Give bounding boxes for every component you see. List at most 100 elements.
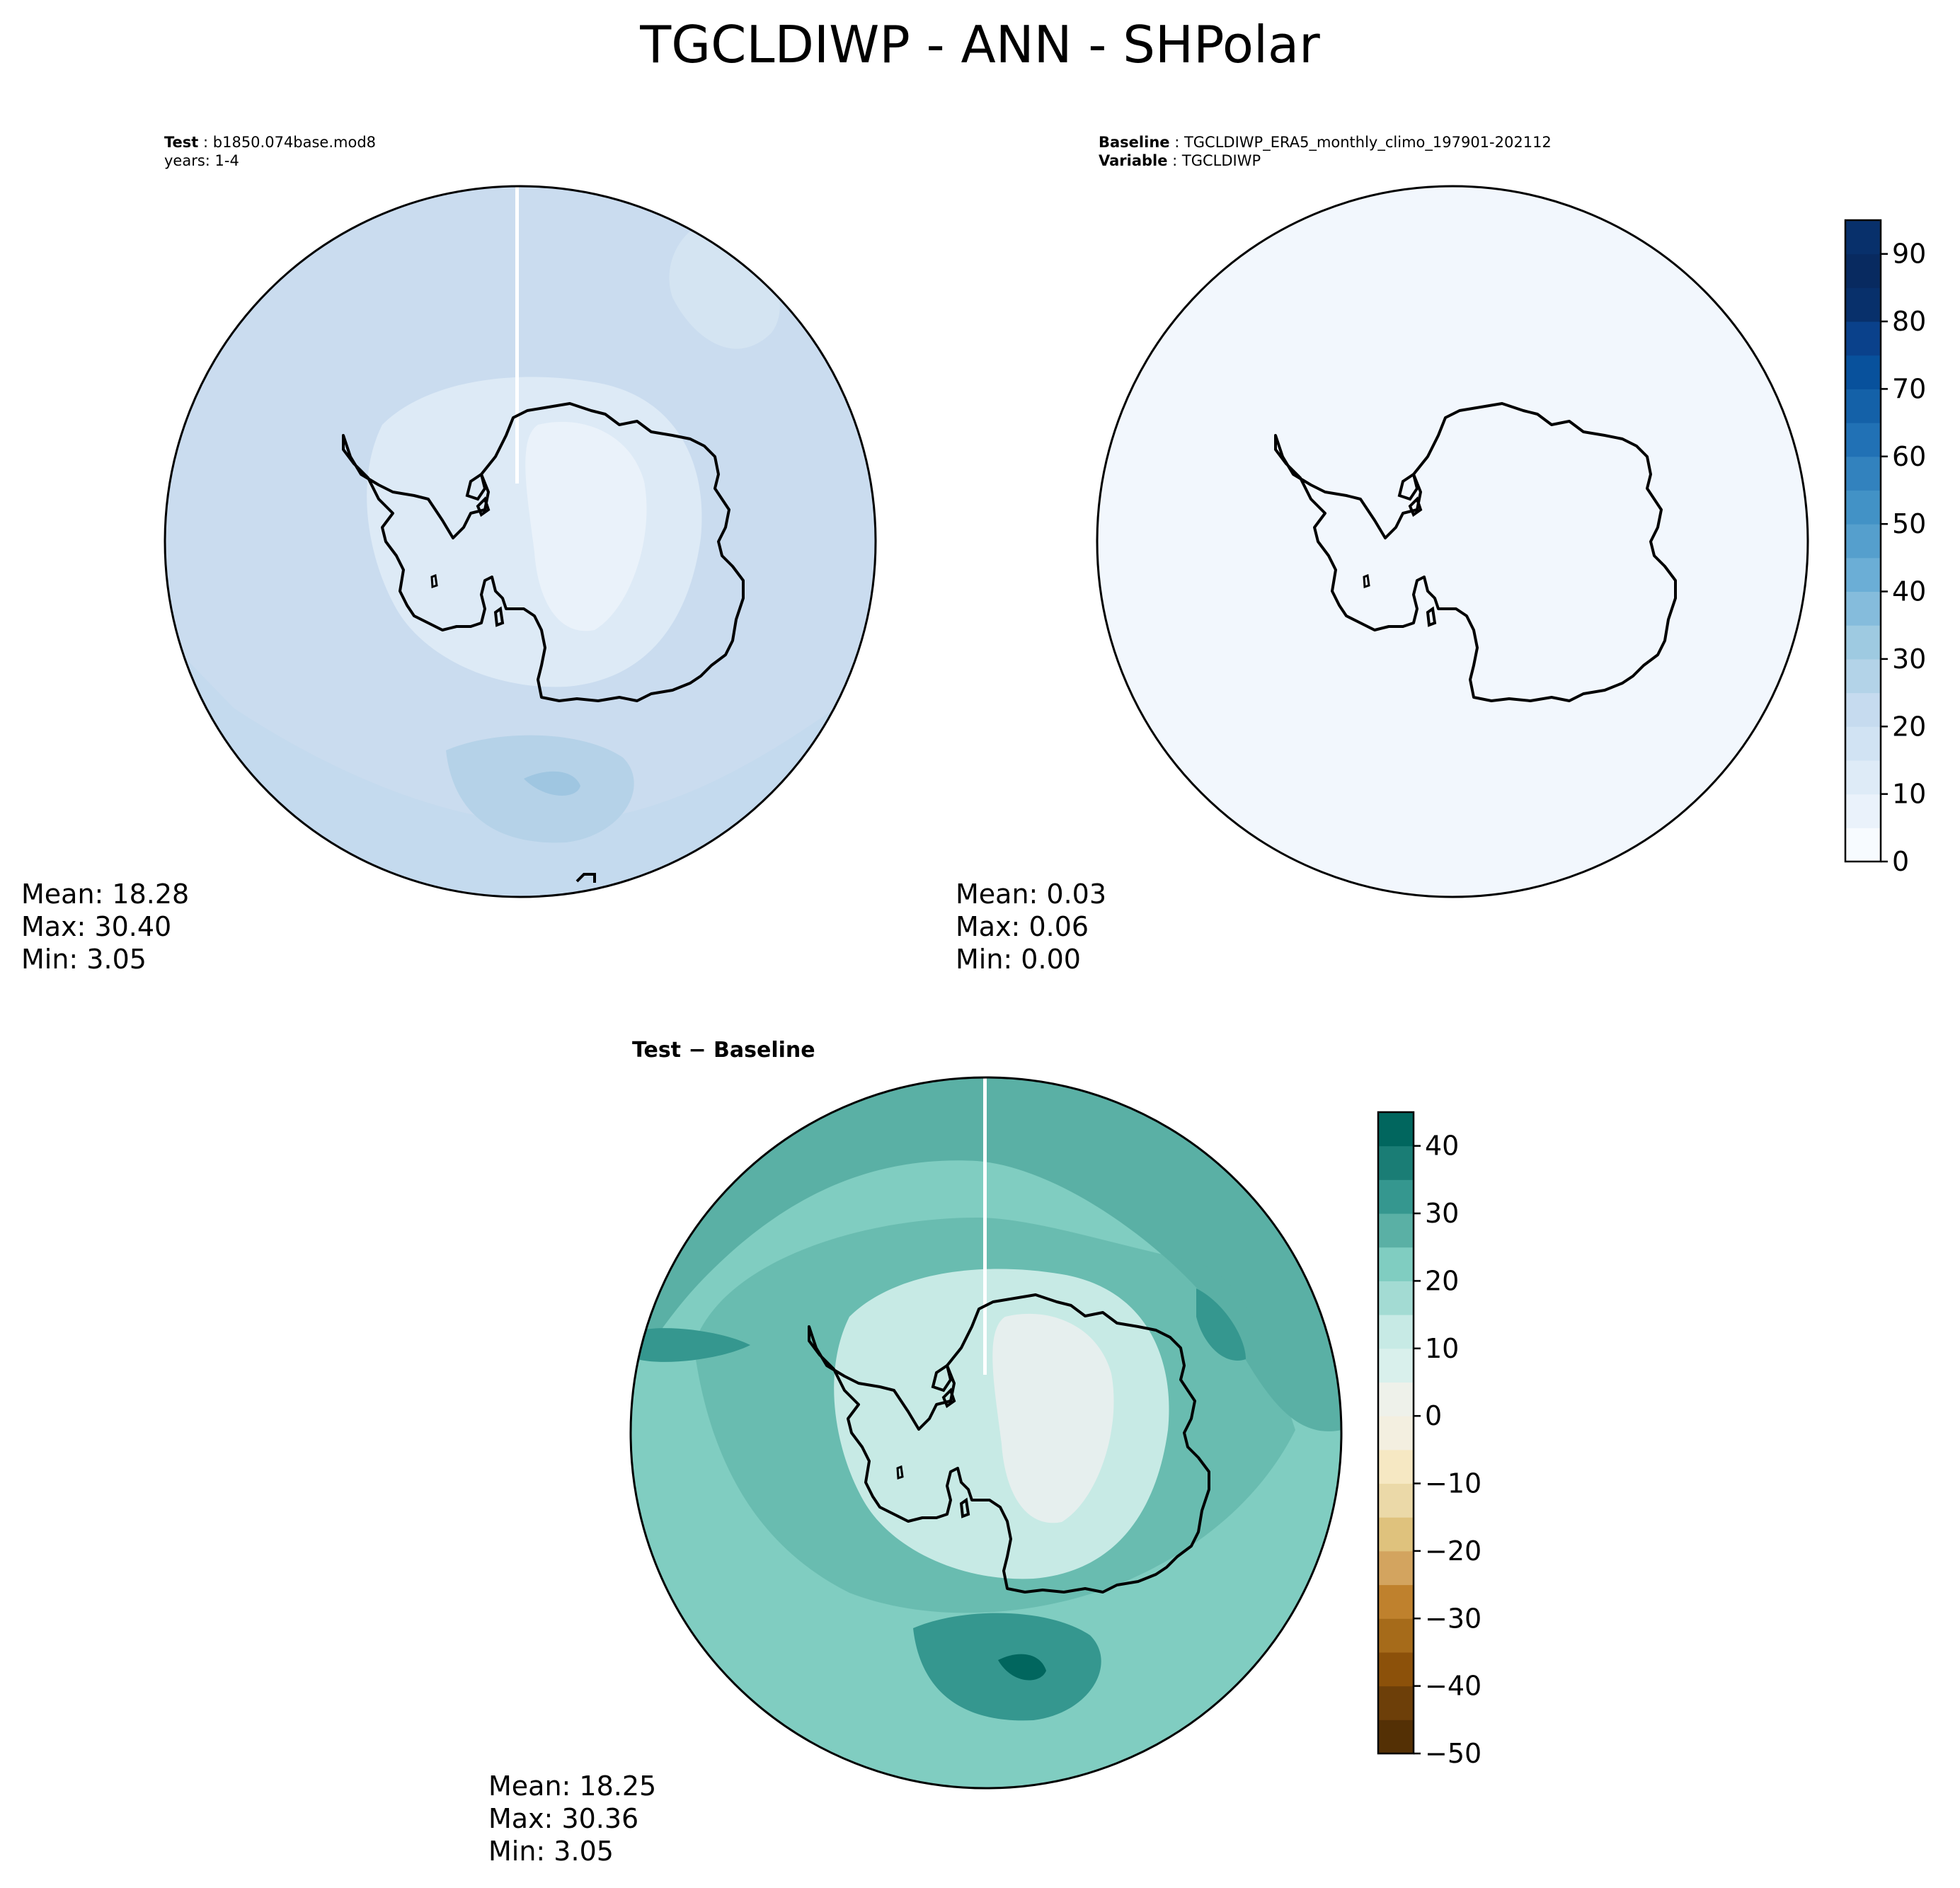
baseline-field-background [1097, 186, 1808, 897]
test-stats: Mean: 18.28 Max: 30.40 Min: 3.05 [21, 878, 189, 976]
baseline-header: Baseline : TGCLDIWP_ERA5_monthly_climo_1… [1099, 134, 1552, 169]
baseline-colorbar-tick-label: 0 [1892, 846, 1909, 877]
diff-colorbar-tick-label: −50 [1425, 1738, 1482, 1769]
baseline-colorbar-band [1845, 389, 1881, 423]
baseline-colorbar-tick-label: 10 [1892, 779, 1926, 810]
diff-colorbar-band [1378, 1348, 1414, 1383]
baseline-header-variable-label: Variable [1099, 152, 1168, 169]
baseline-colorbar-band [1845, 287, 1881, 322]
figure-title: TGCLDIWP - ANN - SHPolar [640, 15, 1320, 74]
diff-mean: Mean: 18.25 [488, 1770, 657, 1802]
diff-colorbar-tick-label: 30 [1425, 1198, 1459, 1229]
baseline-colorbar-band [1845, 490, 1881, 525]
test-map [164, 185, 877, 898]
baseline-colorbar-band [1845, 794, 1881, 828]
test-field-outer-ring [165, 637, 876, 897]
baseline-colorbar-band [1845, 658, 1881, 694]
test-map-boundary [164, 185, 877, 898]
diff-colorbar-band [1378, 1247, 1414, 1281]
baseline-header-variable: TGCLDIWP [1181, 152, 1261, 169]
baseline-colorbar-band [1845, 726, 1881, 761]
baseline-mean: Mean: 0.03 [956, 879, 1107, 910]
test-mean: Mean: 18.28 [21, 879, 190, 910]
diff-min: Min: 3.05 [488, 1836, 614, 1867]
diff-field-outer-ring [631, 1077, 1341, 1431]
diff-field-missing-strip [983, 1077, 987, 1375]
diff-field-ocean-patch [1196, 1288, 1246, 1361]
baseline-max: Max: 0.06 [956, 911, 1089, 942]
diff-colorbar-band [1378, 1584, 1414, 1619]
diff-colorbar-band [1378, 1213, 1414, 1248]
diff-colorbar-tick-label: 40 [1425, 1131, 1459, 1162]
diff-colorbar-band [1378, 1618, 1414, 1653]
diff-colorbar-tick-label: 10 [1425, 1333, 1459, 1364]
baseline-colorbar-tick-label: 20 [1892, 711, 1926, 742]
diff-colorbar-band [1378, 1145, 1414, 1180]
test-header-case: b1850.074base.mod8 [212, 134, 377, 151]
diff-colorbar-band [1378, 1382, 1414, 1417]
baseline-colorbar-band [1845, 828, 1881, 862]
baseline-header-case: TGCLDIWP_ERA5_monthly_climo_197901-20211… [1184, 134, 1552, 151]
diff-colorbar-band [1378, 1315, 1414, 1349]
baseline-colorbar-band [1845, 423, 1881, 457]
baseline-colorbar-tick-label: 90 [1892, 239, 1926, 270]
baseline-colorbar-band [1845, 557, 1881, 593]
diff-colorbar-band [1378, 1416, 1414, 1451]
baseline-colorbar-band [1845, 760, 1881, 795]
diff-colorbar-tick-label: −30 [1425, 1603, 1482, 1634]
baseline-map-boundary [1096, 185, 1809, 898]
diff-colorbar-band [1378, 1517, 1414, 1552]
diff-colorbar: −50 −40 −30 −20 −10 0 10 20 30 40 [1377, 1111, 1482, 1769]
test-field-pacific-core [524, 771, 580, 796]
diff-map [629, 1076, 1343, 1790]
diff-colorbar-tick-label: −10 [1425, 1468, 1482, 1499]
baseline-colorbar-band [1845, 355, 1881, 389]
baseline-colorbar-tick-label: 30 [1892, 643, 1926, 675]
test-header-years: years: 1-4 [164, 152, 239, 169]
diff-colorbar-tick-label: −40 [1425, 1671, 1482, 1702]
baseline-colorbar-band [1845, 692, 1881, 727]
baseline-min: Min: 0.00 [956, 944, 1081, 975]
test-field-missing-strip [515, 186, 519, 484]
baseline-colorbar-band [1845, 456, 1881, 491]
diff-max: Max: 30.36 [488, 1803, 639, 1834]
diff-colorbar-band [1378, 1449, 1414, 1484]
baseline-colorbar-frame [1844, 219, 1882, 863]
baseline-colorbar-tick-label: 80 [1892, 306, 1926, 337]
baseline-colorbar-band [1845, 253, 1881, 288]
baseline-colorbar-tick-label: 50 [1892, 508, 1926, 539]
diff-colorbar-band [1378, 1112, 1414, 1147]
diff-field-plateau [992, 1313, 1114, 1523]
test-max: Max: 30.40 [21, 911, 172, 942]
diff-colorbar-tick-label: 0 [1425, 1400, 1442, 1431]
baseline-header-label: Baseline [1099, 134, 1170, 151]
baseline-colorbar-tick-label: 60 [1892, 441, 1926, 472]
diff-field-sa-patch [637, 1328, 750, 1362]
diff-colorbar-band [1378, 1179, 1414, 1214]
baseline-colorbar-tick-label: 70 [1892, 373, 1926, 404]
diff-map-boundary [629, 1076, 1343, 1790]
test-header: Test : b1850.074base.mod8 years: 1-4 [164, 134, 377, 169]
diff-colorbar-band [1378, 1550, 1414, 1586]
diff-colorbar-band [1378, 1652, 1414, 1687]
diff-colorbar-band [1378, 1483, 1414, 1518]
baseline-colorbar: 0 10 20 30 40 50 60 70 80 90 [1844, 219, 1926, 877]
baseline-map [1096, 185, 1809, 898]
baseline-colorbar-band [1845, 591, 1881, 626]
test-field-plateau [525, 421, 647, 631]
baseline-colorbar-tick-label: 40 [1892, 576, 1926, 607]
test-header-label: Test [164, 134, 199, 151]
test-min: Min: 3.05 [21, 944, 147, 975]
diff-colorbar-band [1378, 1281, 1414, 1315]
diff-colorbar-tick-label: −20 [1425, 1535, 1482, 1567]
diff-colorbar-tick-label: 20 [1425, 1265, 1459, 1296]
baseline-colorbar-band [1845, 321, 1881, 356]
diff-colorbar-frame [1377, 1111, 1415, 1755]
baseline-colorbar-band [1845, 220, 1881, 255]
diff-title: Test − Baseline [632, 1038, 815, 1063]
baseline-colorbar-band [1845, 625, 1881, 660]
diff-colorbar-band [1378, 1720, 1414, 1754]
diff-stats: Mean: 18.25 Max: 30.36 Min: 3.05 [488, 1770, 656, 1867]
baseline-colorbar-band [1845, 524, 1881, 559]
